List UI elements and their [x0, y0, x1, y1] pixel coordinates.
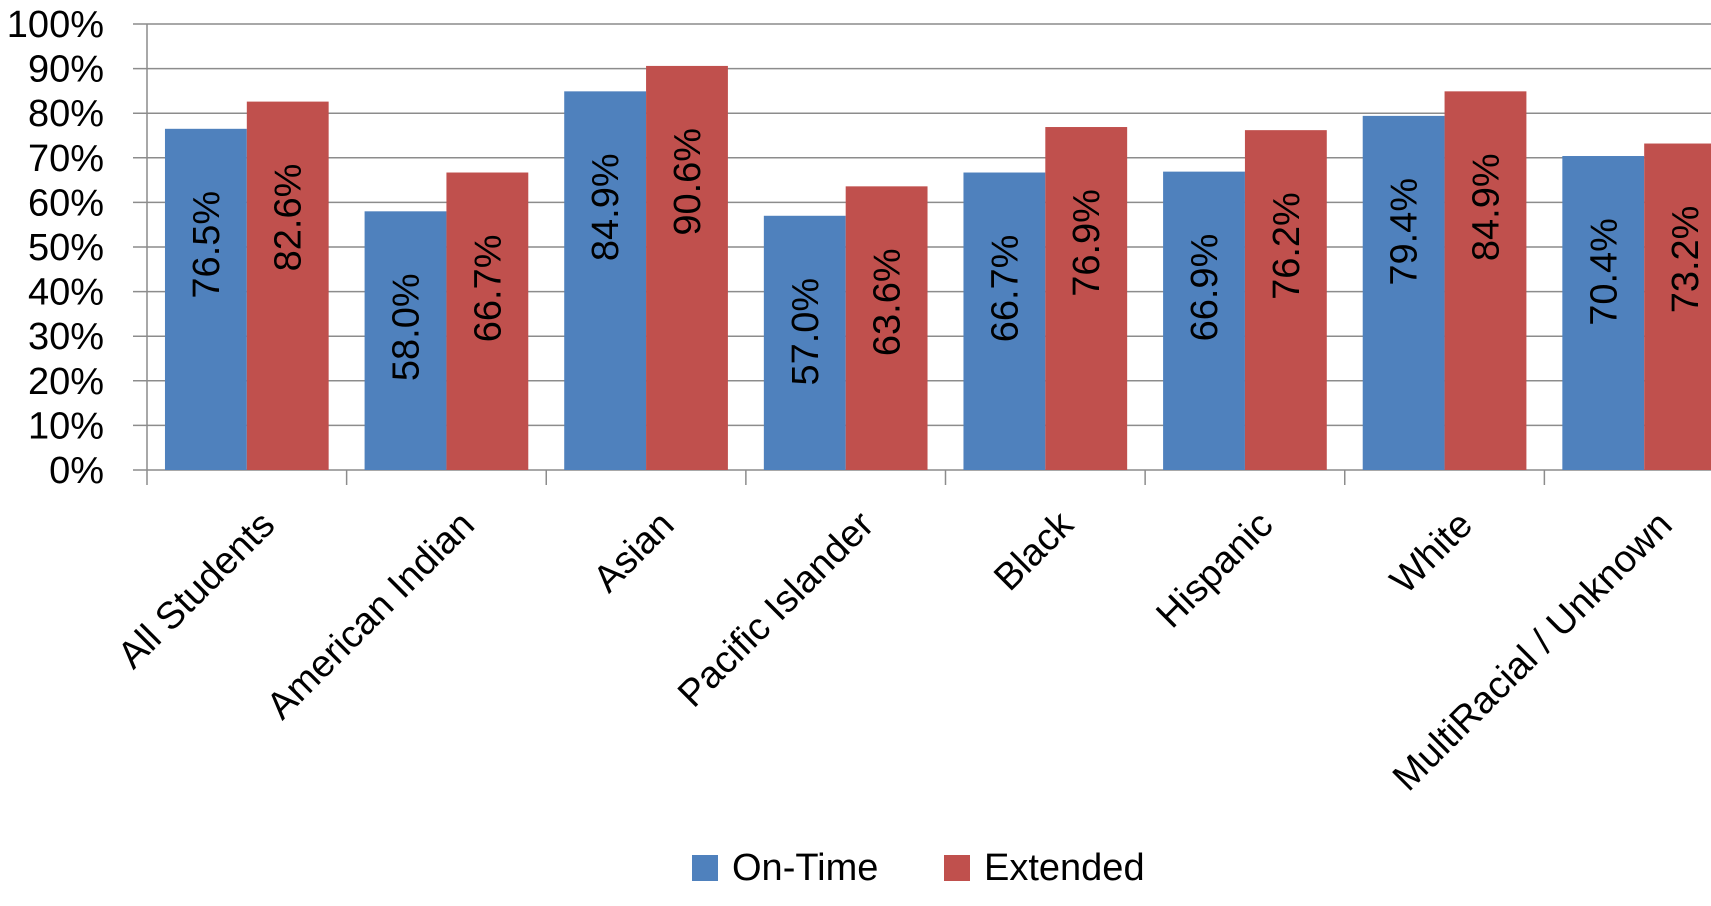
y-tick-label: 10% — [28, 405, 104, 447]
y-tick-label: 0% — [49, 450, 104, 492]
bar-extended — [246, 101, 329, 470]
legend: On-Time Extended — [692, 847, 1145, 889]
bar-extended — [845, 186, 928, 470]
data-label: 76.5% — [186, 191, 228, 299]
bar-extended — [646, 65, 728, 470]
data-label: 66.9% — [1184, 234, 1226, 342]
category-label: Asian — [586, 504, 683, 601]
y-tick-label: 100% — [7, 4, 104, 46]
legend-label: Extended — [984, 847, 1145, 889]
data-label: 76.2% — [1266, 192, 1308, 300]
bar-on-time — [963, 172, 1046, 470]
data-label: 90.6% — [667, 128, 709, 236]
bar-extended — [1045, 127, 1128, 470]
data-label: 76.9% — [1066, 189, 1108, 297]
y-tick-label: 30% — [28, 316, 104, 358]
category-label: All Students — [110, 504, 283, 677]
category-label: Black — [986, 503, 1082, 599]
bar-on-time — [1362, 115, 1445, 470]
bar-on-time — [164, 128, 247, 470]
data-label: 84.9% — [585, 153, 627, 261]
y-tick-label: 70% — [28, 138, 104, 180]
bar-on-time — [364, 211, 447, 470]
bar-on-time — [564, 91, 647, 470]
data-label: 73.2% — [1665, 206, 1707, 314]
legend-swatch-on-time — [692, 855, 718, 881]
data-label: 84.9% — [1465, 153, 1507, 261]
bar-on-time — [1163, 171, 1245, 470]
data-label: 70.4% — [1583, 218, 1625, 326]
bar-on-time — [1562, 156, 1645, 471]
bar-extended — [1444, 91, 1527, 470]
legend-label: On-Time — [732, 847, 878, 889]
data-label: 66.7% — [467, 235, 509, 343]
y-tick-label: 40% — [28, 272, 104, 314]
data-label: 57.0% — [785, 278, 827, 386]
category-label: Pacific Islander — [670, 503, 882, 715]
category-label: American Indian — [259, 504, 483, 728]
y-tick-label: 20% — [28, 361, 104, 403]
y-tick-label: 60% — [28, 182, 104, 224]
y-tick-label: 80% — [28, 93, 104, 135]
data-label: 66.7% — [984, 235, 1026, 343]
y-tick-label: 50% — [28, 227, 104, 269]
data-label: 82.6% — [268, 164, 310, 272]
bar-on-time — [763, 215, 846, 470]
bar-extended — [446, 172, 529, 470]
data-label: 63.6% — [867, 248, 909, 356]
legend-swatch-extended — [944, 855, 970, 881]
category-label: White — [1383, 504, 1481, 602]
bars: 76.5% 82.6% 58.0% 66.7% 84.9% 90.6% 57.0% 63.6%… — [164, 65, 1711, 471]
data-label: 79.4% — [1384, 178, 1426, 286]
y-axis-tick-labels: 0%10%20%30%40%50%60%70%80%90%100% — [7, 4, 104, 492]
y-tick-label: 90% — [28, 49, 104, 91]
axes — [146, 24, 1546, 485]
data-label: 58.0% — [386, 273, 428, 381]
bar-extended — [1244, 130, 1327, 470]
bar-extended — [1644, 143, 1711, 470]
category-label: Hispanic — [1149, 504, 1282, 637]
